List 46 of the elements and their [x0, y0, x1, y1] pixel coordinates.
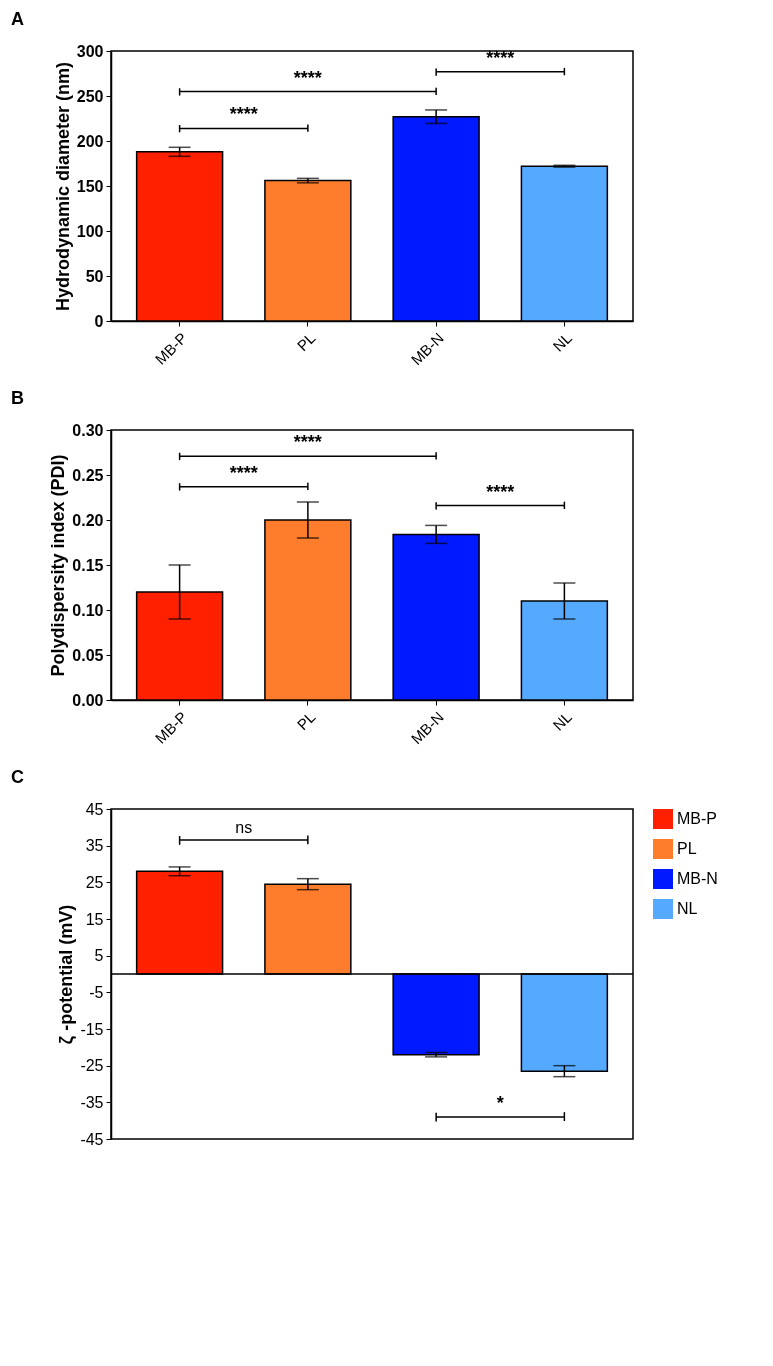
legend-label: PL [677, 840, 697, 857]
y-tick-label: 0 [94, 312, 104, 330]
annotation: ns [235, 819, 253, 837]
annotation: **** [229, 462, 258, 483]
annotation: **** [229, 104, 258, 125]
y-tick-label: 0.30 [72, 421, 104, 439]
x-tick-label: NL [549, 329, 575, 355]
y-tick-label: 100 [76, 222, 104, 240]
annotation: **** [486, 481, 515, 502]
annotation: **** [293, 432, 322, 453]
y-tick-label: 0.15 [72, 556, 104, 574]
y-tick-label: -45 [80, 1130, 104, 1148]
chart-title: B [11, 388, 24, 408]
x-tick-label: PL [293, 329, 319, 355]
annotation: * [496, 1092, 504, 1113]
y-tick-label: 150 [76, 177, 104, 195]
y-tick-label: 200 [76, 132, 104, 150]
chart-title: C [11, 767, 24, 787]
y-tick-label: 25 [85, 873, 104, 891]
y-tick-label: 15 [85, 910, 104, 928]
y-tick-label: 50 [85, 267, 104, 285]
y-tick-label: -25 [80, 1057, 104, 1075]
legend-label: MB-N [677, 870, 718, 887]
y-axis-title: ζ -potential (mV) [56, 904, 78, 1045]
y-axis-title: Hydrodynamic diameter (nm) [52, 61, 73, 312]
y-tick-label: 0.25 [72, 466, 104, 484]
legend-label: MB-P [677, 810, 717, 827]
y-tick-label: 0.00 [72, 691, 104, 709]
y-tick-label: 45 [85, 800, 104, 818]
y-tick-label: -5 [89, 983, 104, 1001]
y-tick-label: -35 [80, 1093, 104, 1111]
x-tick-label: PL [293, 708, 319, 734]
x-tick-label: NL [549, 708, 575, 734]
y-tick-label: -15 [80, 1020, 104, 1038]
y-tick-label: 0.10 [72, 601, 104, 619]
annotation: **** [293, 67, 322, 88]
y-tick-label: 35 [85, 837, 104, 855]
y-tick-label: 5 [94, 947, 104, 965]
y-tick-label: 0.20 [72, 511, 104, 529]
y-tick-label: 250 [76, 87, 104, 105]
legend-label: NL [677, 900, 698, 917]
annotation: **** [486, 47, 515, 68]
y-tick-label: 300 [76, 42, 104, 60]
chart-title: A [11, 9, 24, 29]
y-tick-label: 0.05 [72, 646, 104, 664]
y-axis-title: Polydispersity index (PDI) [48, 454, 69, 677]
